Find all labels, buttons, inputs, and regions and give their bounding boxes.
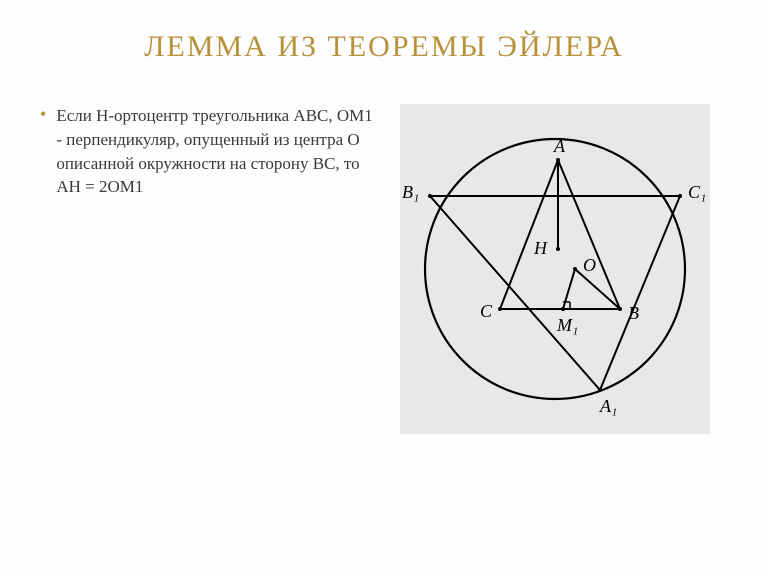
point-dot [556, 158, 560, 162]
bullet-marker-icon: • [40, 104, 46, 199]
diagram-area: A B C B₁ C₁ A₁ H O M₁ [400, 104, 710, 434]
point-dot [618, 307, 622, 311]
point-label: O [583, 255, 596, 275]
body-text: Если H-ортоцентр треугольника ABC, OM1 -… [56, 104, 380, 199]
point-label: C₁ [688, 182, 706, 202]
slide-title: ЛЕММА ИЗ ТЕОРЕМЫ ЭЙЛЕРА [40, 30, 728, 64]
point-label: B₁ [402, 182, 419, 202]
text-area: • Если H-ортоцентр треугольника ABC, OM1… [40, 104, 380, 434]
euler-diagram: A B C B₁ C₁ A₁ H O M₁ [400, 104, 710, 434]
point-dot [678, 194, 682, 198]
point-dot [573, 267, 577, 271]
point-label: H [533, 238, 548, 258]
point-label: C [480, 301, 493, 321]
point-dot [556, 247, 560, 251]
point-dot [561, 307, 565, 311]
point-dot [598, 388, 602, 392]
point-label: B [628, 303, 639, 323]
point-dot [428, 194, 432, 198]
point-dot [498, 307, 502, 311]
slide: ЛЕММА ИЗ ТЕОРЕМЫ ЭЙЛЕРА • Если H-ортоцен… [0, 0, 768, 576]
point-label: A₁ [599, 396, 617, 416]
bullet-item: • Если H-ортоцентр треугольника ABC, OM1… [40, 104, 380, 199]
point-label: M₁ [556, 315, 578, 335]
point-label: A [553, 136, 566, 156]
content-row: • Если H-ортоцентр треугольника ABC, OM1… [40, 104, 728, 434]
